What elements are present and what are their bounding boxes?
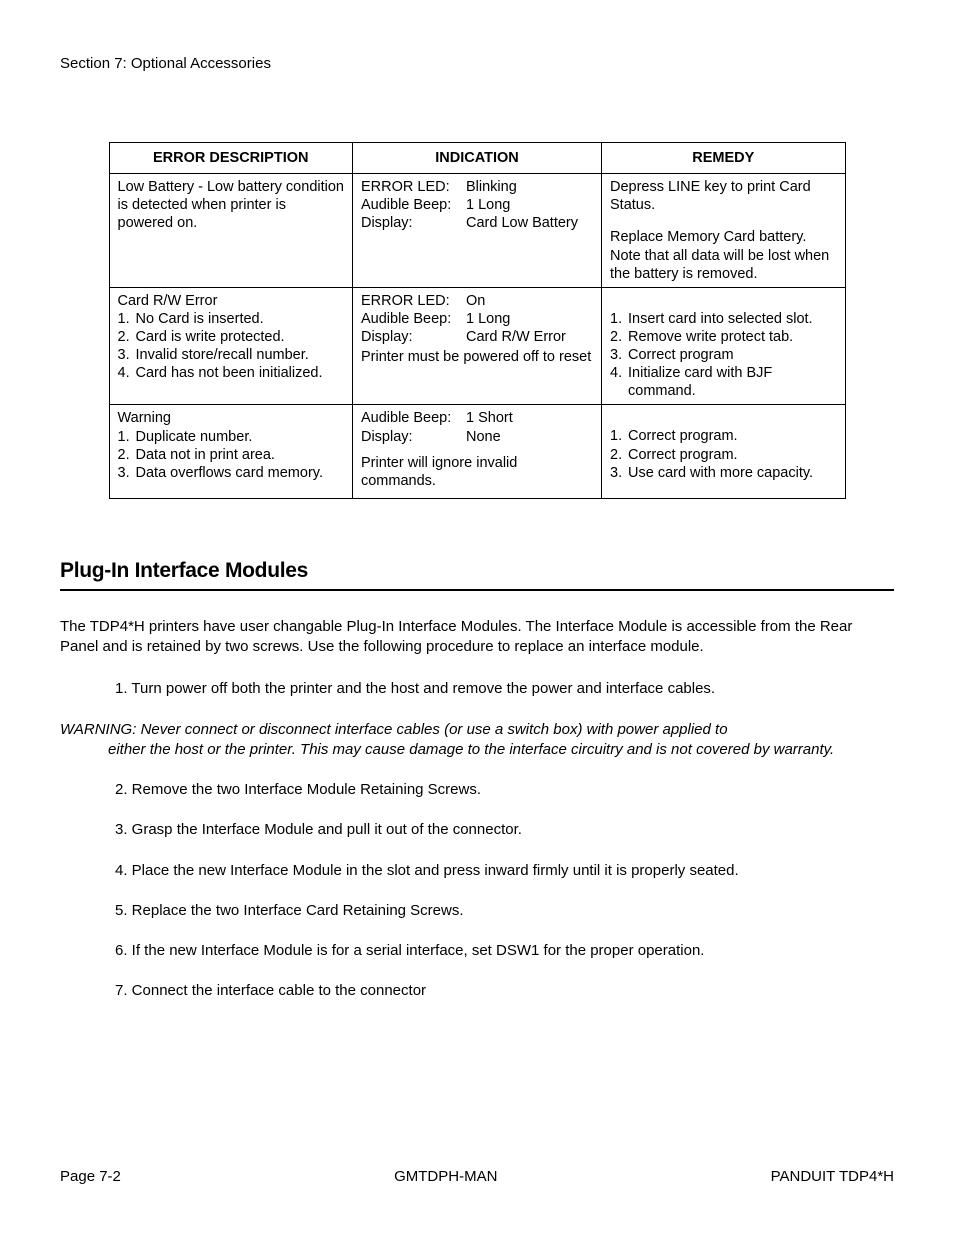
footer-right: PANDUIT TDP4*H: [771, 1168, 894, 1185]
ind-value: Blinking: [466, 178, 593, 196]
table-row: Low Battery - Low battery condition is d…: [109, 174, 845, 288]
desc-title: Card R/W Error: [118, 292, 344, 310]
ind-value: 1 Long: [466, 196, 593, 214]
procedure-list: 1. Turn power off both the printer and t…: [60, 679, 894, 1001]
cell-desc: Low Battery - Low battery condition is d…: [109, 174, 352, 288]
cell-desc: Card R/W Error 1.No Card is inserted. 2.…: [109, 287, 352, 405]
remedy-item: Correct program.: [628, 446, 837, 464]
remedy-item: Correct program: [628, 346, 837, 364]
th-error-description: ERROR DESCRIPTION: [109, 143, 352, 174]
cell-remedy: 1.Insert card into selected slot. 2.Remo…: [602, 287, 846, 405]
ind-note: Printer must be powered off to reset: [361, 348, 593, 366]
cell-indication: Audible Beep:1 Short Display:None Printe…: [352, 405, 601, 499]
cell-desc: Warning 1.Duplicate number. 2.Data not i…: [109, 405, 352, 499]
ind-label: Audible Beep:: [361, 196, 466, 214]
step-1: 1. Turn power off both the printer and t…: [60, 679, 894, 699]
cell-indication: ERROR LED:Blinking Audible Beep:1 Long D…: [352, 174, 601, 288]
ind-value: 1 Long: [466, 310, 593, 328]
ind-value: On: [466, 292, 593, 310]
cell-remedy: 1.Correct program. 2.Correct program. 3.…: [602, 405, 846, 499]
th-remedy: REMEDY: [602, 143, 846, 174]
page-footer: Page 7-2 GMTDPH-MAN PANDUIT TDP4*H: [60, 1168, 894, 1185]
ind-note: Printer will ignore invalid commands.: [361, 454, 593, 490]
heading-rule: [60, 589, 894, 591]
table-header-row: ERROR DESCRIPTION INDICATION REMEDY: [109, 143, 845, 174]
warning-note: WARNING: Never connect or disconnect int…: [60, 720, 894, 761]
remedy-item: Insert card into selected slot.: [628, 310, 837, 328]
warning-line1: Never connect or disconnect interface ca…: [141, 721, 728, 738]
step-2: 2. Remove the two Interface Module Retai…: [60, 780, 894, 800]
step-7: 7. Connect the interface cable to the co…: [60, 981, 894, 1001]
ind-value: Card Low Battery: [466, 214, 593, 232]
step-6: 6. If the new Interface Module is for a …: [60, 941, 894, 961]
desc-item: Data overflows card memory.: [136, 464, 344, 482]
ind-label: Display:: [361, 428, 466, 446]
remedy-item: Remove write protect tab.: [628, 328, 837, 346]
desc-item: No Card is inserted.: [136, 310, 344, 328]
ind-value: Card R/W Error: [466, 328, 593, 346]
footer-center: GMTDPH-MAN: [394, 1168, 497, 1185]
remedy-item: Use card with more capacity.: [628, 464, 837, 482]
error-table: ERROR DESCRIPTION INDICATION REMEDY Low …: [109, 142, 846, 499]
ind-label: Audible Beep:: [361, 310, 466, 328]
ind-label: ERROR LED:: [361, 292, 466, 310]
desc-item: Card is write protected.: [136, 328, 344, 346]
step-4: 4. Place the new Interface Module in the…: [60, 861, 894, 881]
ind-label: Display:: [361, 214, 466, 232]
table-row: Warning 1.Duplicate number. 2.Data not i…: [109, 405, 845, 499]
desc-item: Data not in print area.: [136, 446, 344, 464]
desc-item: Duplicate number.: [136, 428, 344, 446]
footer-left: Page 7-2: [60, 1168, 121, 1185]
desc-title: Warning: [118, 409, 344, 427]
step-3: 3. Grasp the Interface Module and pull i…: [60, 820, 894, 840]
intro-paragraph: The TDP4*H printers have user changable …: [60, 617, 894, 658]
cell-indication: ERROR LED:On Audible Beep:1 Long Display…: [352, 287, 601, 405]
table-row: Card R/W Error 1.No Card is inserted. 2.…: [109, 287, 845, 405]
ind-label: Display:: [361, 328, 466, 346]
desc-item: Invalid store/recall number.: [136, 346, 344, 364]
section-header: Section 7: Optional Accessories: [60, 55, 894, 72]
desc-text: Low Battery - Low battery condition is d…: [118, 179, 344, 231]
remedy-text: Depress LINE key to print Card Status.: [610, 178, 837, 214]
ind-value: 1 Short: [466, 409, 593, 427]
desc-item: Card has not been initialized.: [136, 364, 344, 382]
ind-label: Audible Beep:: [361, 409, 466, 427]
ind-label: ERROR LED:: [361, 178, 466, 196]
ind-value: None: [466, 428, 593, 446]
cell-remedy: Depress LINE key to print Card Status. R…: [602, 174, 846, 288]
remedy-item: Correct program.: [628, 427, 837, 445]
page: Section 7: Optional Accessories ERROR DE…: [0, 0, 954, 1235]
warning-rest: either the host or the printer. This may…: [60, 740, 894, 760]
remedy-item: Initialize card with BJF command.: [628, 364, 837, 400]
th-indication: INDICATION: [352, 143, 601, 174]
warning-label: WARNING:: [60, 721, 136, 738]
step-5: 5. Replace the two Interface Card Retain…: [60, 901, 894, 921]
heading-plugins: Plug-In Interface Modules: [60, 559, 894, 583]
remedy-text: Replace Memory Card battery. Note that a…: [610, 228, 837, 282]
